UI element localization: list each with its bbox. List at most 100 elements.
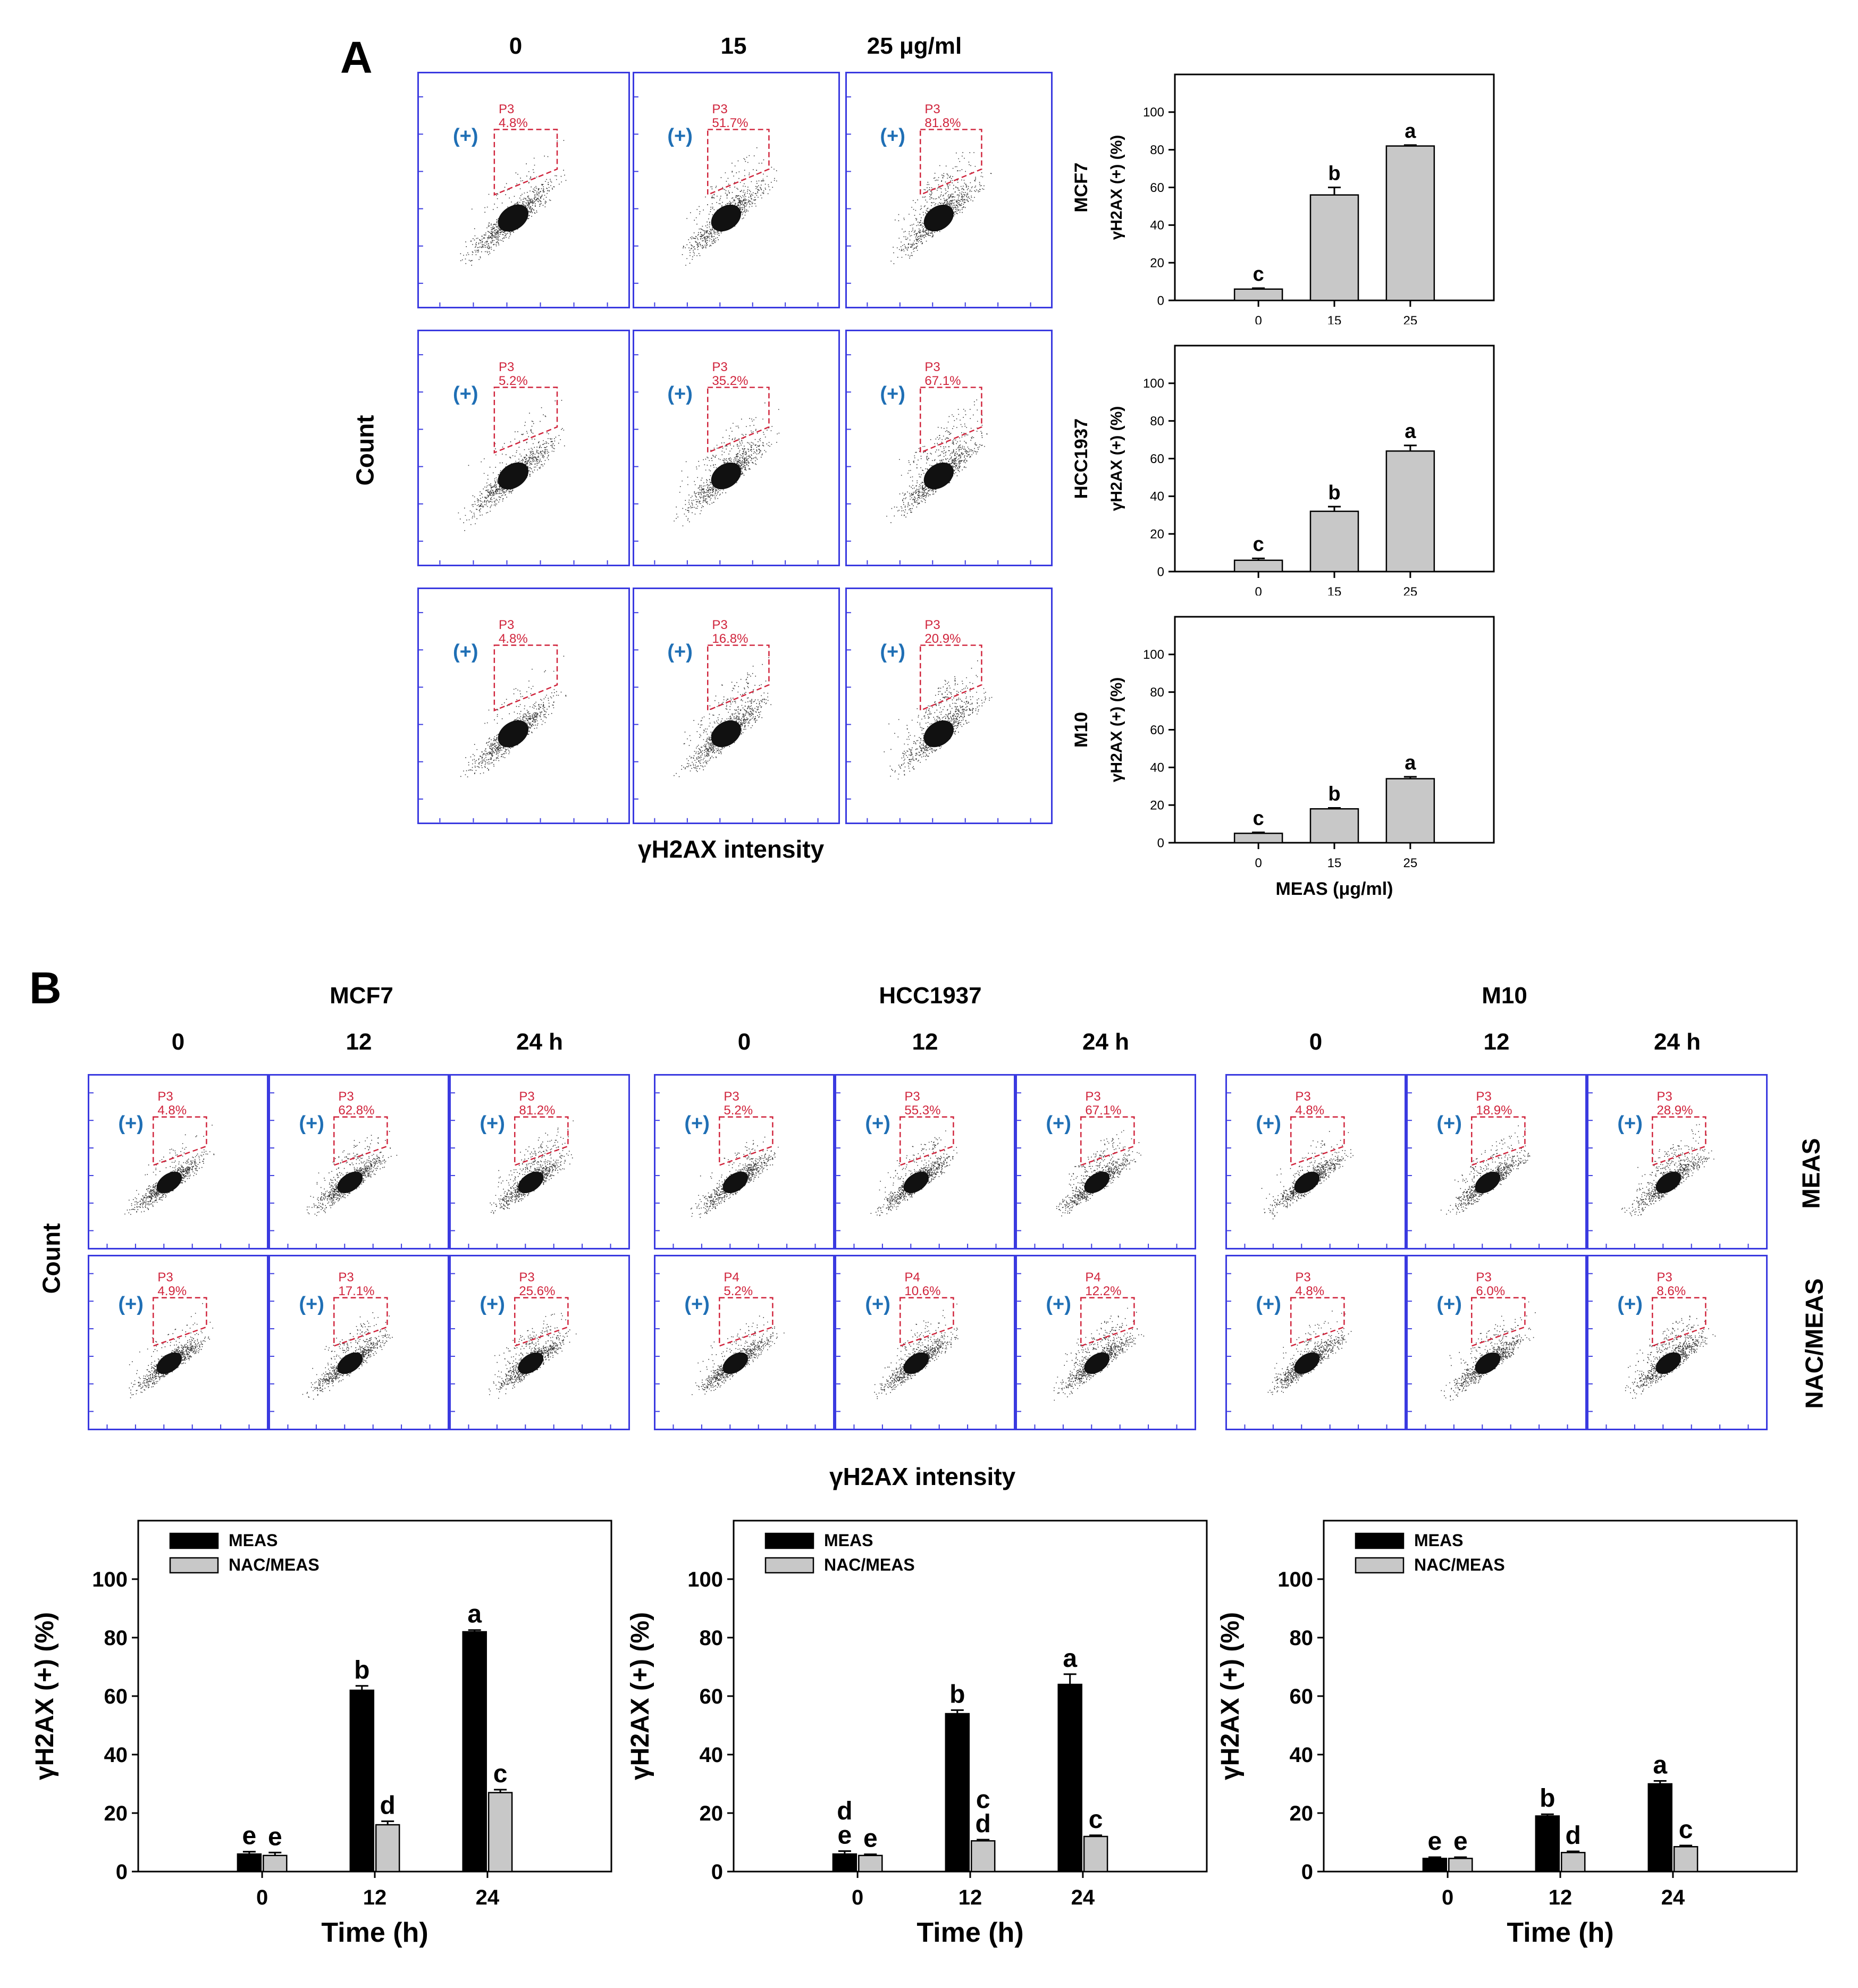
gate-p3 (1080, 1297, 1135, 1347)
gate-percent: 5.2% (724, 1103, 753, 1118)
flow-plot-b-mcf7-1-2: P3 25.6% (+) (449, 1255, 630, 1430)
positive-gate-label: (+) (1046, 1112, 1071, 1135)
gate-p3 (493, 387, 558, 454)
gate-label: P3 4.8% (1295, 1271, 1324, 1298)
panel-a-letter: A (340, 32, 373, 82)
scatter-core (518, 1171, 544, 1194)
y-tick-label: 40 (1150, 761, 1164, 775)
time-header: 24 h (1653, 1029, 1701, 1055)
x-tick-label: 0 (1255, 314, 1262, 324)
gate-name: P4 (904, 1270, 920, 1285)
gate-p3 (920, 644, 982, 712)
bar (1673, 1846, 1699, 1873)
gate-name: P3 (1657, 1270, 1672, 1285)
flow-plot-m10-2: P3 20.9% (+) (845, 588, 1053, 824)
x-tick-label: 0 (852, 1886, 863, 1909)
gate-percent: 5.2% (724, 1284, 753, 1299)
significance-letter: d (1566, 1822, 1581, 1850)
time-header: 24 h (1082, 1029, 1130, 1055)
dose-header-0: 0 (509, 33, 523, 59)
y-tick-label: 60 (1290, 1685, 1314, 1708)
y-tick-label: 40 (1150, 490, 1164, 504)
gate-percent: 4.8% (499, 631, 528, 646)
scatter-cloud (884, 660, 993, 780)
time-header: 0 (737, 1029, 751, 1055)
flow-plot-mcf7-0: P3 4.8% (+) (417, 72, 630, 308)
x-tick-label: 15 (1327, 314, 1342, 324)
x-tick-label: 25 (1403, 585, 1418, 595)
scatter-core (923, 462, 954, 490)
significance-letter: e (242, 1822, 257, 1850)
bar (1560, 1852, 1586, 1873)
y-tick-label: 100 (1143, 376, 1164, 391)
gate-name: P3 (338, 1089, 354, 1104)
gate-label: P3 16.8% (712, 618, 748, 646)
positive-gate-label: (+) (480, 1112, 505, 1135)
flow-plot-b-hcc1937-1-2: P4 12.2% (+) (1015, 1255, 1196, 1430)
bar (1535, 1815, 1560, 1873)
row-label-nac-meas: NAC/MEAS (1800, 1278, 1828, 1409)
gate-name: P3 (712, 102, 728, 116)
positive-gate-label: (+) (684, 1293, 710, 1316)
bar (1385, 450, 1435, 573)
gate-p3 (514, 1297, 569, 1347)
scatter-core (711, 204, 741, 232)
scatter-core (722, 1352, 749, 1374)
scatter-cloud (674, 657, 771, 777)
gate-name: P3 (1295, 1089, 1311, 1104)
positive-gate-label: (+) (667, 124, 693, 147)
gate-name: P3 (1085, 1089, 1101, 1104)
y-tick-label: 60 (700, 1685, 724, 1708)
gate-percent: 10.6% (904, 1284, 941, 1299)
y-tick-label: 80 (1150, 414, 1164, 429)
gate-name: P3 (1657, 1089, 1672, 1104)
bar (263, 1855, 288, 1873)
bar (1233, 559, 1283, 573)
y-tick-label: 40 (700, 1743, 724, 1767)
x-tick-label: 12 (363, 1886, 387, 1909)
gate-percent: 35.2% (712, 373, 749, 388)
significance-letter: a (467, 1600, 482, 1629)
flow-plot-hcc1937-2: P3 67.1% (+) (845, 330, 1053, 566)
flow-plot-b-m10-0-2: P3 28.9% (+) (1587, 1074, 1768, 1249)
scatter-core (156, 1352, 182, 1374)
y-tick-label: 40 (1290, 1743, 1314, 1767)
gate-name: P3 (924, 102, 940, 116)
gate-p3 (899, 1116, 954, 1167)
gate-name: P3 (499, 359, 515, 374)
x-tick-label: 0 (1255, 856, 1262, 870)
gate-percent: 4.8% (1295, 1284, 1325, 1299)
flow-plot-b-mcf7-0-1: P3 62.8% (+) (268, 1074, 449, 1249)
scatter-core (923, 204, 954, 232)
y-tick-label: 80 (1150, 685, 1164, 700)
bar (1233, 288, 1283, 301)
gate-p3 (719, 1297, 774, 1347)
significance-letter: d (976, 1810, 991, 1838)
gate-label: P4 12.2% (1085, 1271, 1121, 1298)
gate-percent: 4.8% (1295, 1103, 1325, 1118)
y-axis-label: γH2AX (+) (%) (31, 1612, 59, 1780)
scatter-core (1655, 1352, 1682, 1374)
x-tick-label: 12 (1549, 1886, 1573, 1909)
y-tick-label: 0 (711, 1860, 723, 1884)
positive-gate-label: (+) (880, 640, 905, 663)
gate-percent: 20.9% (924, 631, 961, 646)
gate-percent: 16.8% (712, 631, 749, 646)
positive-gate-label: (+) (453, 124, 478, 147)
gate-name: P3 (157, 1089, 173, 1104)
gate-p3 (493, 129, 558, 196)
bar (1233, 833, 1283, 844)
y-tick-label: 100 (1143, 105, 1164, 120)
gate-name: P3 (519, 1089, 535, 1104)
y-tick-label: 20 (1150, 256, 1164, 271)
gate-p3 (1652, 1297, 1706, 1347)
positive-gate-label: (+) (1256, 1293, 1281, 1316)
positive-gate-label: (+) (880, 382, 905, 405)
significance-letter: a (1653, 1751, 1667, 1780)
positive-gate-label: (+) (865, 1112, 890, 1135)
gate-percent: 4.9% (157, 1284, 187, 1299)
flow-plot-b-hcc1937-1-1: P4 10.6% (+) (835, 1255, 1015, 1430)
gate-name: P3 (499, 617, 515, 632)
gate-p3 (707, 387, 770, 454)
row-label-meas: MEAS (1797, 1138, 1825, 1209)
